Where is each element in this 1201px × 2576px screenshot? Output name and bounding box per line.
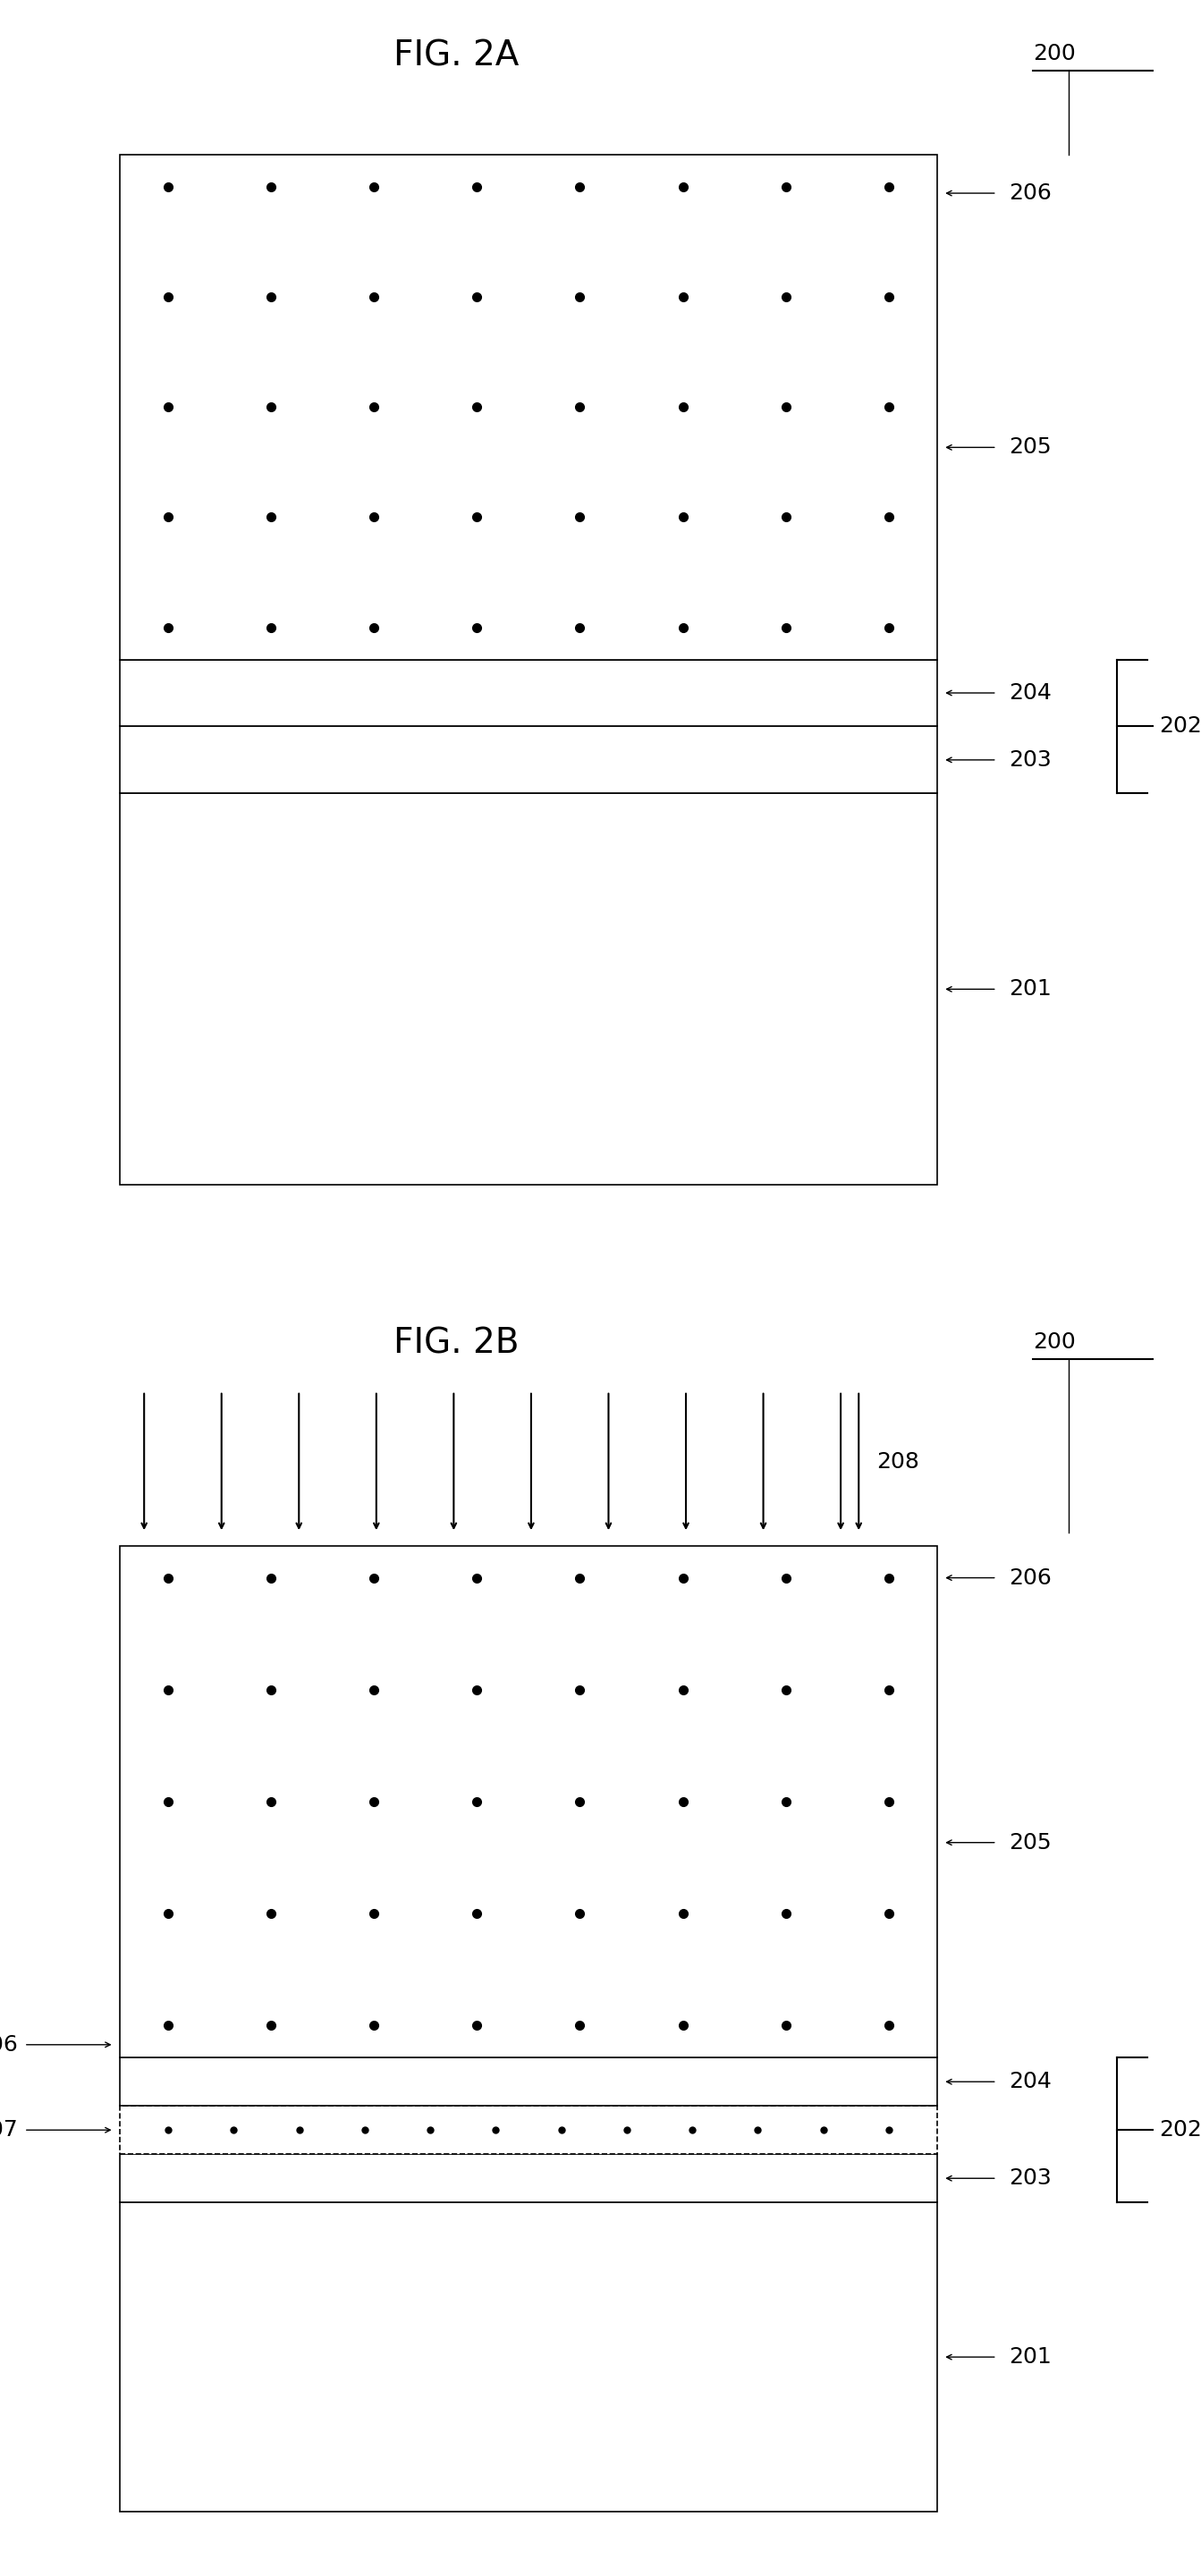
Bar: [120, 2154, 937, 2202]
Text: 204: 204: [1009, 2071, 1052, 2092]
Text: 206: 206: [0, 2035, 18, 2056]
Text: 202: 202: [1159, 716, 1201, 737]
Bar: [120, 659, 937, 726]
Text: 203: 203: [1009, 750, 1052, 770]
Text: 208: 208: [877, 1450, 920, 1473]
Text: 205: 205: [1009, 1832, 1051, 1852]
Text: 201: 201: [1009, 979, 1052, 999]
Text: 204: 204: [1009, 683, 1052, 703]
Text: 201: 201: [1009, 2347, 1052, 2367]
Bar: [120, 793, 937, 1185]
Bar: [120, 2202, 937, 2512]
Text: 207: 207: [0, 2120, 18, 2141]
Text: 206: 206: [1009, 183, 1052, 204]
Text: 200: 200: [1033, 1332, 1076, 1352]
Bar: [120, 2058, 937, 2107]
Text: FIG. 2A: FIG. 2A: [394, 39, 519, 72]
Bar: [120, 726, 937, 793]
Bar: [120, 155, 937, 659]
Text: 203: 203: [1009, 2166, 1052, 2190]
Text: 202: 202: [1159, 2120, 1201, 2141]
Text: FIG. 2B: FIG. 2B: [394, 1327, 519, 1360]
Text: 200: 200: [1033, 44, 1076, 64]
Text: 205: 205: [1009, 438, 1051, 459]
Text: 206: 206: [1009, 1566, 1052, 1589]
Bar: [120, 1546, 937, 2058]
Bar: [120, 2107, 937, 2154]
